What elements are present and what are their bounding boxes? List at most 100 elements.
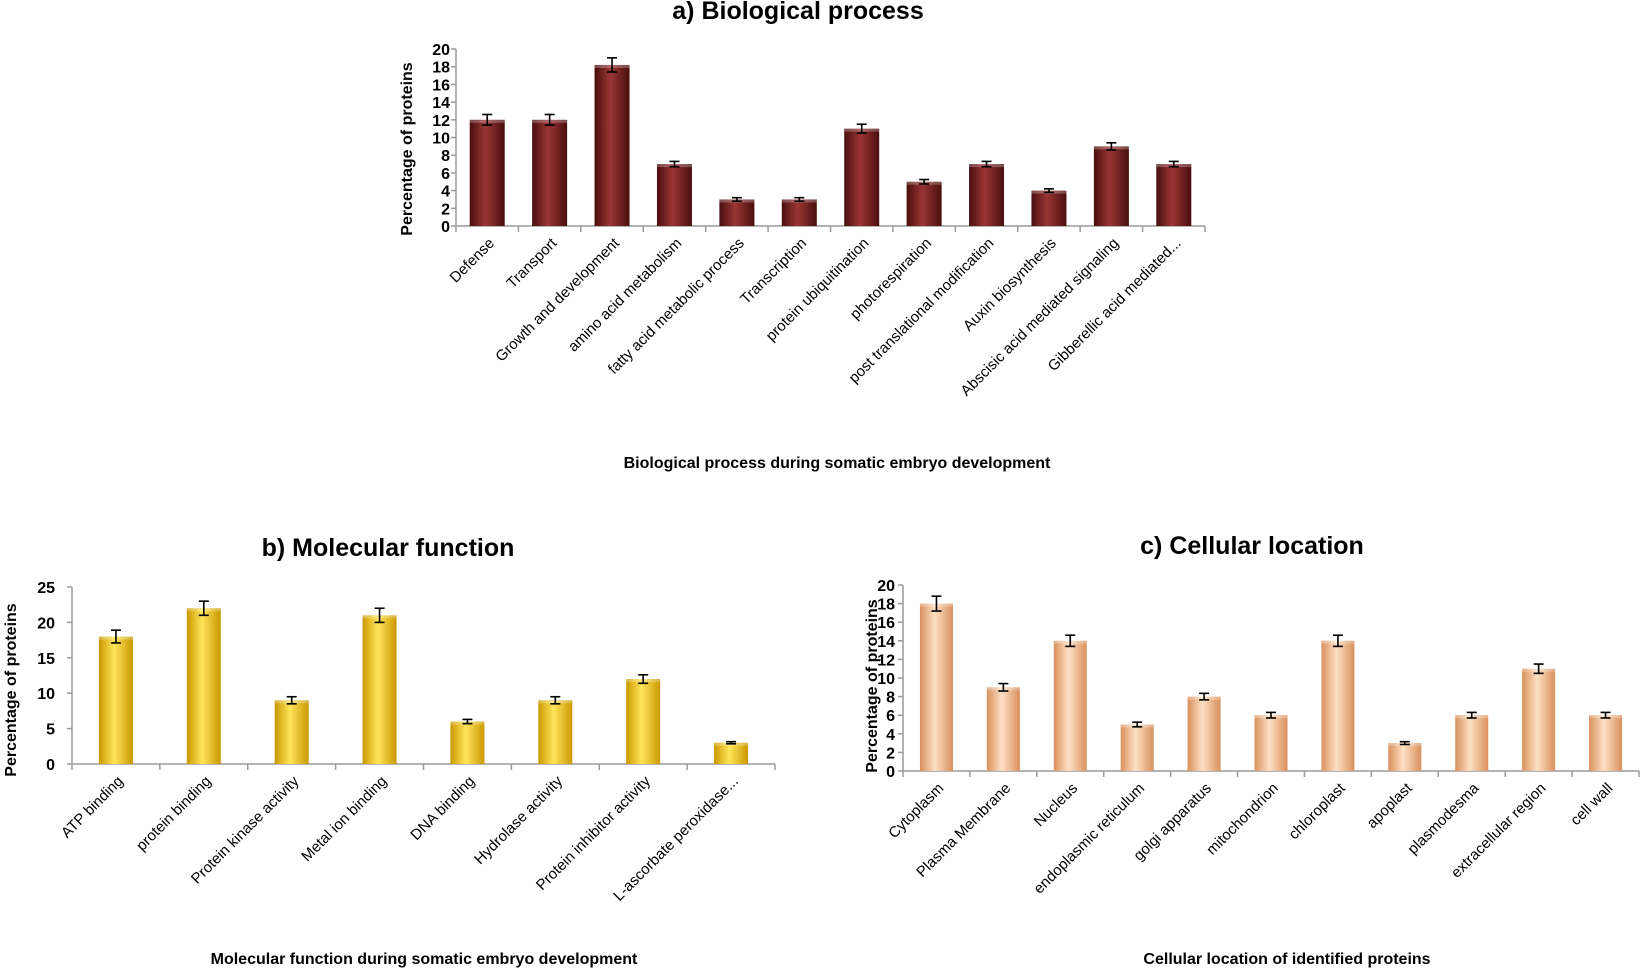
bar — [986, 687, 1020, 771]
y-tick-label: 14 — [432, 95, 450, 112]
y-tick-label: 12 — [432, 113, 450, 130]
y-tick-label: 2 — [886, 745, 895, 762]
x-tick-label: protein ubiquitination — [763, 235, 873, 345]
chart-title: c) Cellular location — [1140, 532, 1364, 560]
error-bar — [110, 629, 121, 644]
x-tick-label: fatty acid metabolic process — [605, 235, 748, 378]
y-tick-label: 25 — [37, 580, 55, 597]
bar — [450, 721, 485, 764]
bar — [1031, 190, 1067, 226]
x-axis-label: Biological process during somatic embryo… — [624, 455, 1051, 472]
bar — [532, 119, 568, 226]
error-bar — [1199, 692, 1210, 701]
x-tick-label: Defense — [447, 235, 499, 287]
x-tick-label: Growth and development — [492, 234, 623, 365]
chart-molecular-function: b) Molecular function Percentage of prot… — [3, 534, 776, 968]
y-tick-label: 10 — [432, 131, 450, 148]
y-tick-label: 2 — [441, 201, 450, 218]
y-tick-label: 18 — [432, 60, 450, 77]
y-tick-label: 10 — [877, 671, 895, 688]
y-tick-label: 8 — [441, 148, 450, 165]
bar — [1187, 696, 1221, 771]
bar — [1254, 715, 1288, 771]
error-bar — [1399, 740, 1410, 746]
bar — [656, 164, 692, 226]
error-bar — [638, 673, 649, 685]
bar — [1589, 715, 1623, 771]
error-bar — [726, 740, 737, 745]
x-tick-label: mitochondrion — [1203, 780, 1282, 859]
x-tick-label: chloroplast — [1285, 779, 1349, 843]
error-bar — [550, 695, 561, 705]
y-tick-label: 18 — [877, 597, 895, 614]
error-bar — [1332, 634, 1343, 648]
y-axis-label: Percentage of proteins — [3, 603, 20, 776]
bar — [714, 742, 749, 764]
x-axis-label: Cellular location of identified proteins — [1143, 951, 1430, 968]
error-bar — [482, 113, 493, 126]
error-bar — [1533, 663, 1544, 675]
error-bar — [1168, 160, 1179, 168]
x-tick-label: Transport — [503, 234, 561, 292]
error-bar — [607, 57, 618, 73]
error-bar — [1132, 721, 1143, 728]
bar — [186, 608, 221, 764]
x-axis-label: Molecular function during somatic embryo… — [211, 951, 638, 968]
error-bar — [856, 123, 867, 134]
error-bar — [1600, 711, 1611, 719]
x-tick-label: cell wall — [1567, 780, 1616, 829]
bar — [362, 615, 397, 764]
bar — [626, 679, 661, 764]
bar — [1156, 164, 1192, 226]
x-tick-label: DNA binding — [407, 773, 478, 844]
bar — [98, 636, 133, 764]
y-tick-label: 20 — [432, 42, 450, 59]
error-bar — [1043, 188, 1054, 194]
y-tick-label: 6 — [441, 166, 450, 183]
y-tick-label: 20 — [37, 615, 55, 632]
error-bar — [198, 600, 209, 617]
bar — [594, 64, 630, 227]
bar — [1120, 724, 1154, 771]
error-bar — [544, 113, 555, 126]
bar — [1053, 640, 1087, 771]
x-tick-label: protein binding — [133, 773, 215, 855]
y-axis-label: Percentage of proteins — [864, 599, 881, 772]
error-bar — [1065, 634, 1076, 648]
x-tick-label: ATP binding — [58, 773, 127, 842]
y-tick-label: 20 — [877, 578, 895, 595]
x-tick-label: amino acid metabolism — [565, 235, 685, 355]
x-tick-label: Hydrolase activity — [471, 772, 566, 867]
y-tick-label: 16 — [432, 77, 450, 94]
y-axis-label: Percentage of proteins — [399, 62, 416, 235]
x-tick-label: Gibberellic acid mediated... — [1045, 235, 1185, 375]
chart-biological-process: a) Biological process Percentage of prot… — [399, 0, 1206, 472]
chart-title: a) Biological process — [672, 0, 923, 25]
bar — [719, 199, 755, 226]
error-bar — [1466, 711, 1477, 719]
y-tick-label: 15 — [37, 651, 55, 668]
bar — [1093, 146, 1129, 226]
error-bar — [1106, 142, 1117, 151]
y-tick-label: 4 — [886, 727, 895, 744]
error-bar — [374, 607, 385, 624]
bar — [469, 119, 505, 226]
bar — [1522, 668, 1556, 771]
y-tick-label: 0 — [441, 219, 450, 236]
error-bar — [919, 178, 930, 185]
x-tick-label: Metal ion binding — [298, 773, 390, 865]
bar — [1388, 743, 1422, 771]
error-bar — [462, 718, 473, 725]
y-tick-label: 0 — [46, 757, 55, 774]
y-tick-label: 10 — [37, 686, 55, 703]
y-tick-label: 12 — [877, 652, 895, 669]
error-bar — [998, 682, 1009, 692]
y-tick-label: 14 — [877, 634, 895, 651]
y-tick-label: 5 — [46, 722, 55, 739]
y-tick-label: 4 — [441, 184, 450, 201]
bar — [274, 700, 309, 764]
y-tick-label: 16 — [877, 615, 895, 632]
